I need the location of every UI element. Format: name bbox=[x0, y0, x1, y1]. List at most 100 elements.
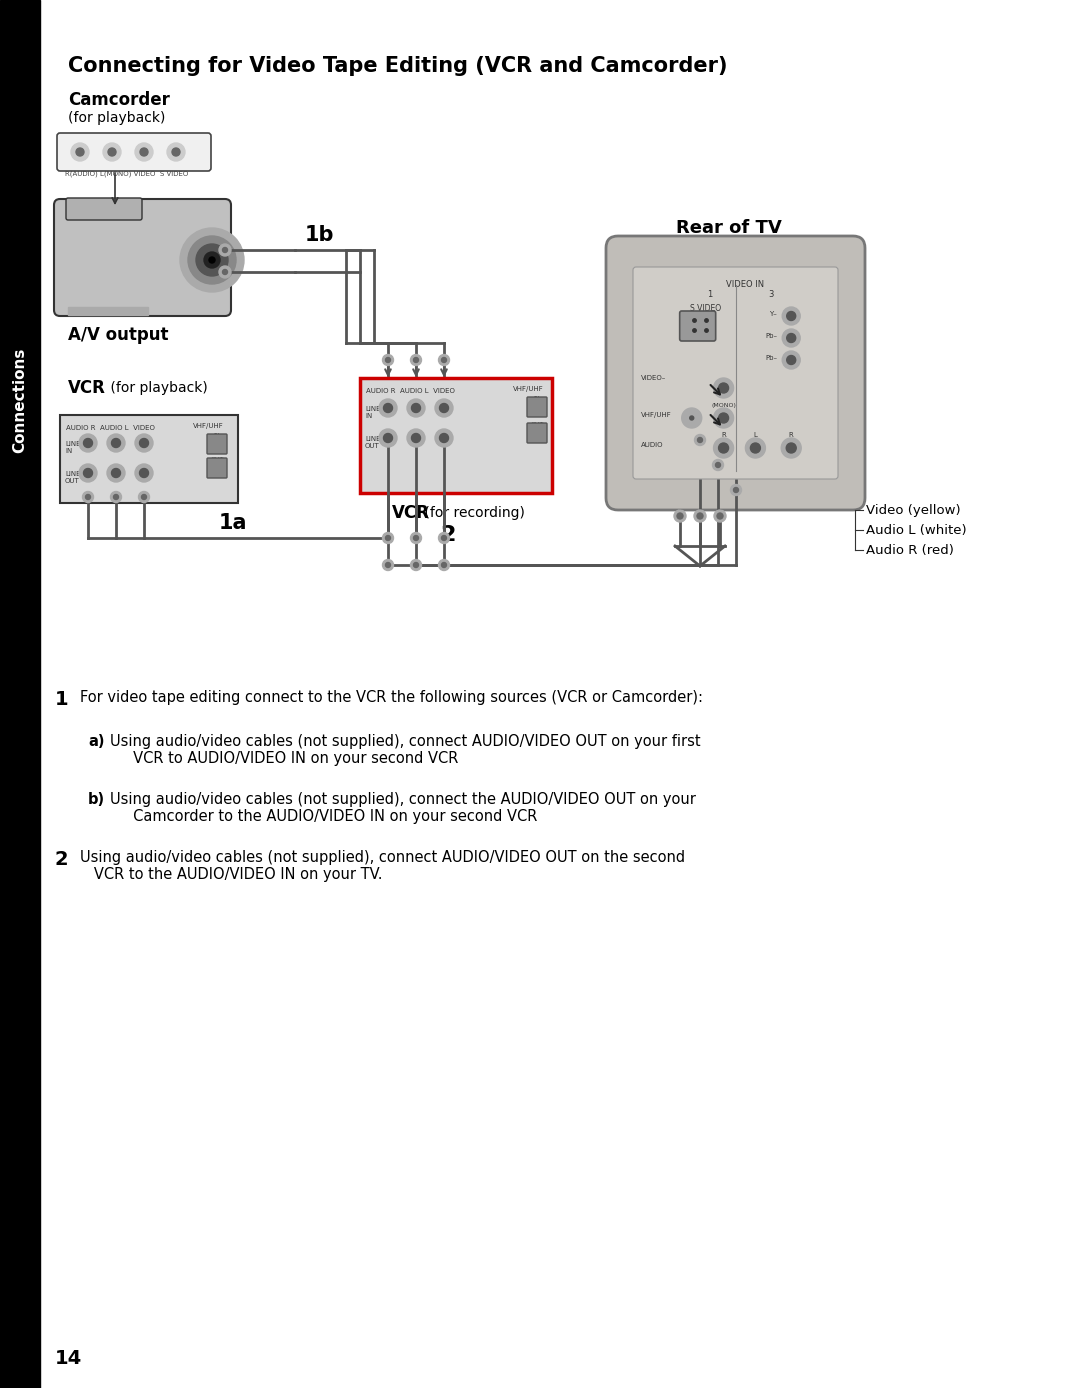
Circle shape bbox=[718, 443, 729, 452]
Circle shape bbox=[438, 533, 449, 544]
Circle shape bbox=[786, 355, 796, 365]
Circle shape bbox=[730, 484, 742, 496]
FancyBboxPatch shape bbox=[527, 423, 546, 443]
Circle shape bbox=[677, 514, 683, 519]
Text: (for playback): (for playback) bbox=[68, 111, 165, 125]
Circle shape bbox=[786, 311, 796, 321]
Circle shape bbox=[786, 443, 796, 452]
Text: Connections: Connections bbox=[13, 347, 27, 452]
Circle shape bbox=[79, 434, 97, 452]
Text: VCR: VCR bbox=[392, 504, 430, 522]
Text: For video tape editing connect to the VCR the following sources (VCR or Camcorde: For video tape editing connect to the VC… bbox=[80, 690, 703, 705]
Circle shape bbox=[379, 398, 397, 416]
Circle shape bbox=[694, 509, 706, 522]
Text: VHF/UHF: VHF/UHF bbox=[642, 412, 672, 418]
Text: VHF/UHF: VHF/UHF bbox=[192, 423, 224, 429]
Circle shape bbox=[698, 437, 702, 443]
Text: 3: 3 bbox=[769, 290, 774, 298]
Text: AUDIO: AUDIO bbox=[642, 441, 663, 448]
Circle shape bbox=[140, 149, 148, 155]
Circle shape bbox=[714, 439, 733, 458]
FancyBboxPatch shape bbox=[66, 198, 141, 221]
Text: 2: 2 bbox=[55, 849, 69, 869]
Text: 1b: 1b bbox=[305, 225, 335, 246]
Circle shape bbox=[382, 354, 393, 365]
Circle shape bbox=[107, 464, 125, 482]
Text: R: R bbox=[721, 432, 726, 439]
Text: Pb–: Pb– bbox=[766, 355, 778, 361]
Text: Video (yellow): Video (yellow) bbox=[866, 504, 960, 516]
Text: R(AUDIO) L(MONO) VIDEO  S VIDEO: R(AUDIO) L(MONO) VIDEO S VIDEO bbox=[65, 169, 188, 176]
Circle shape bbox=[139, 439, 149, 447]
Circle shape bbox=[103, 143, 121, 161]
Circle shape bbox=[410, 533, 421, 544]
Circle shape bbox=[110, 491, 121, 502]
Circle shape bbox=[139, 469, 149, 477]
Circle shape bbox=[718, 383, 729, 393]
Circle shape bbox=[111, 469, 121, 477]
Circle shape bbox=[411, 433, 420, 443]
FancyBboxPatch shape bbox=[54, 198, 231, 316]
Circle shape bbox=[733, 487, 739, 493]
Text: Pb–: Pb– bbox=[766, 333, 778, 339]
Circle shape bbox=[442, 358, 446, 362]
Circle shape bbox=[674, 509, 686, 522]
Circle shape bbox=[782, 351, 800, 369]
Circle shape bbox=[379, 429, 397, 447]
Circle shape bbox=[111, 439, 121, 447]
FancyBboxPatch shape bbox=[207, 458, 227, 477]
Circle shape bbox=[222, 269, 228, 275]
Circle shape bbox=[386, 358, 391, 362]
Circle shape bbox=[219, 244, 231, 255]
Circle shape bbox=[435, 429, 453, 447]
FancyBboxPatch shape bbox=[679, 311, 716, 341]
Circle shape bbox=[382, 559, 393, 570]
Circle shape bbox=[135, 143, 153, 161]
Text: Y–: Y– bbox=[769, 311, 778, 316]
Circle shape bbox=[745, 439, 766, 458]
Circle shape bbox=[442, 562, 446, 568]
Circle shape bbox=[786, 333, 796, 343]
Circle shape bbox=[715, 462, 720, 468]
Circle shape bbox=[141, 494, 147, 500]
Circle shape bbox=[438, 559, 449, 570]
Text: 14: 14 bbox=[55, 1349, 82, 1367]
Circle shape bbox=[697, 514, 703, 519]
Circle shape bbox=[167, 143, 185, 161]
Text: A/V output: A/V output bbox=[68, 326, 168, 344]
Circle shape bbox=[781, 439, 801, 458]
Circle shape bbox=[414, 358, 419, 362]
Circle shape bbox=[438, 354, 449, 365]
FancyBboxPatch shape bbox=[60, 415, 238, 502]
Circle shape bbox=[410, 354, 421, 365]
FancyBboxPatch shape bbox=[633, 266, 838, 479]
Circle shape bbox=[714, 509, 726, 522]
Circle shape bbox=[442, 536, 446, 540]
Circle shape bbox=[83, 439, 93, 447]
Circle shape bbox=[180, 228, 244, 291]
Circle shape bbox=[108, 149, 116, 155]
Circle shape bbox=[690, 416, 693, 421]
Circle shape bbox=[694, 434, 705, 446]
Circle shape bbox=[113, 494, 119, 500]
Circle shape bbox=[386, 536, 391, 540]
Bar bbox=[68, 307, 148, 315]
Circle shape bbox=[135, 434, 153, 452]
Circle shape bbox=[79, 464, 97, 482]
Text: VIDEO–: VIDEO– bbox=[642, 375, 666, 380]
Text: 1: 1 bbox=[55, 690, 69, 709]
FancyBboxPatch shape bbox=[207, 434, 227, 454]
Circle shape bbox=[219, 266, 231, 278]
Circle shape bbox=[713, 459, 724, 471]
Text: L: L bbox=[754, 432, 757, 439]
Circle shape bbox=[410, 559, 421, 570]
Text: LINE
IN: LINE IN bbox=[365, 405, 380, 419]
Circle shape bbox=[440, 433, 448, 443]
Circle shape bbox=[717, 514, 723, 519]
Circle shape bbox=[71, 143, 89, 161]
Text: IN: IN bbox=[534, 396, 540, 401]
Circle shape bbox=[714, 378, 733, 398]
Circle shape bbox=[751, 443, 760, 452]
Circle shape bbox=[107, 434, 125, 452]
Text: Rear of TV: Rear of TV bbox=[676, 219, 782, 237]
